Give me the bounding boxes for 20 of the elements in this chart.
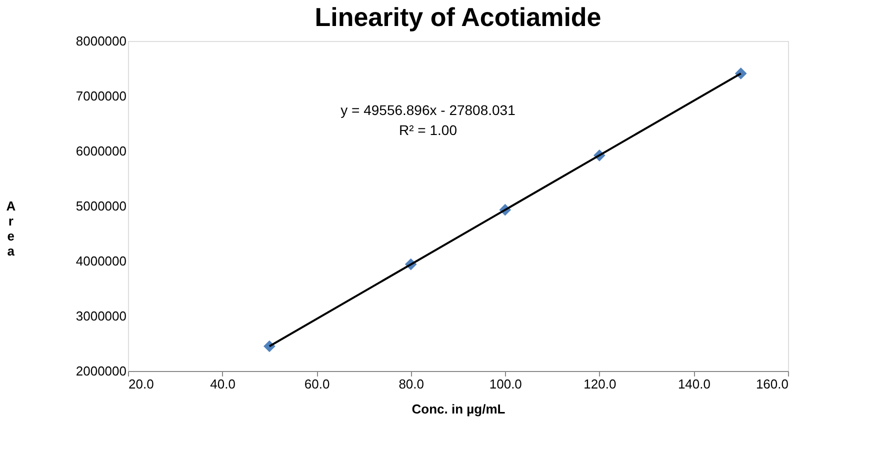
x-tick-label: 100.0 <box>489 376 522 392</box>
x-tick-label: 40.0 <box>210 376 236 392</box>
x-tick-label: 20.0 <box>128 376 154 392</box>
annotation: R² = 1.00 <box>399 122 458 138</box>
y-tick-label: 8000000 <box>76 34 126 48</box>
x-tick-label: 140.0 <box>678 376 710 392</box>
x-axis-title: Conc. in µg/mL <box>412 402 506 416</box>
y-tick-label: 4000000 <box>76 254 126 268</box>
y-tick-label: 3000000 <box>76 308 126 324</box>
y-tick-label: 7000000 <box>76 88 126 104</box>
x-tick-label: 60.0 <box>304 376 330 392</box>
x-tick-label: 120.0 <box>584 376 616 392</box>
y-axis-title: Area <box>6 198 16 258</box>
y-tick-label: 6000000 <box>76 144 126 158</box>
chart-title: Linearity of Acotiamide <box>314 2 602 32</box>
y-tick-label: 5000000 <box>76 198 126 214</box>
x-tick-label: 80.0 <box>398 376 424 392</box>
annotation: y = 49556.896x - 27808.031 <box>340 102 516 118</box>
x-tick-label: 160.0 <box>756 376 788 392</box>
y-tick-label: 2000000 <box>76 364 126 378</box>
